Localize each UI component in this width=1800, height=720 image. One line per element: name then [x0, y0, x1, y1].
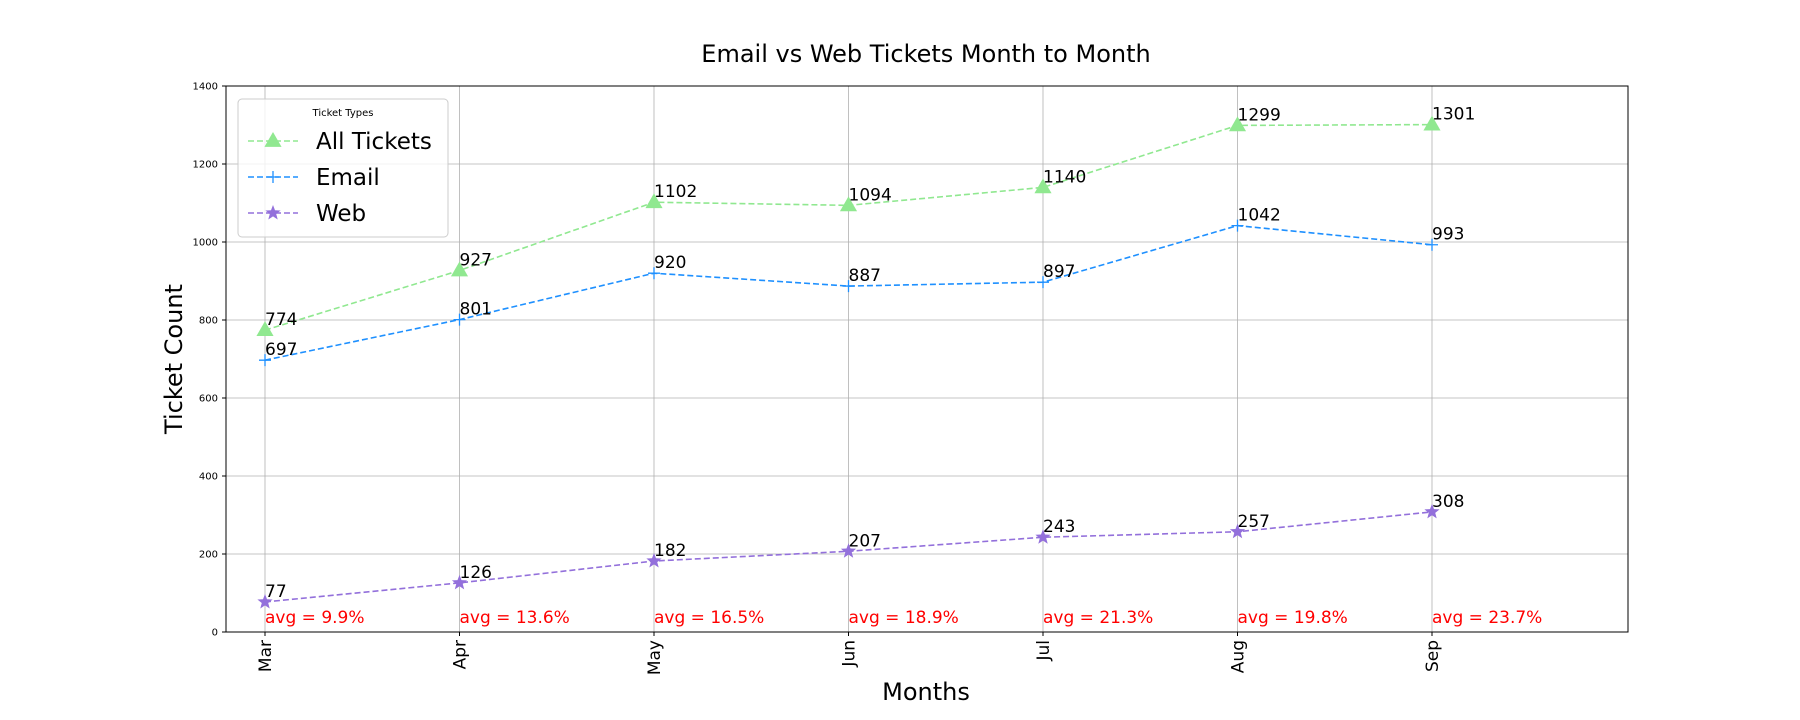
- x-tick-label: Jul: [1034, 640, 1054, 662]
- y-tick-label: 0: [212, 628, 218, 639]
- data-point-email: [1037, 276, 1049, 289]
- data-point-all-tickets: [1423, 115, 1441, 131]
- x-tick-label: Apr: [451, 640, 471, 669]
- data-label-email: 920: [654, 253, 686, 273]
- series-web: [257, 503, 1440, 609]
- data-label-email: 887: [849, 266, 881, 286]
- data-point-email: [453, 313, 466, 326]
- legend-marker: [265, 205, 281, 220]
- data-point-all-tickets: [1228, 116, 1247, 132]
- data-label-all-tickets: 1299: [1238, 105, 1281, 125]
- legend-item-web: Web: [248, 201, 366, 227]
- y-tick-label: 1200: [193, 160, 218, 171]
- data-label-email: 897: [1043, 262, 1075, 282]
- y-tick-label: 400: [199, 472, 218, 483]
- x-tick-label: Aug: [1229, 640, 1249, 673]
- legend-item-email: Email: [248, 165, 380, 191]
- legend-box: [237, 98, 449, 238]
- legend-title: Ticket Types: [312, 108, 374, 119]
- x-axis-ticks: Mar Apr May Jun Jul Aug Sep: [256, 632, 1443, 675]
- series-layer: [256, 115, 1441, 609]
- data-label-email: 801: [460, 300, 492, 320]
- legend-label: All Tickets: [316, 129, 432, 155]
- data-label-all-tickets: 927: [460, 250, 492, 270]
- data-point-all-tickets: [1034, 178, 1052, 194]
- y-tick-label: 1400: [193, 82, 218, 93]
- data-label-web: 207: [849, 531, 881, 551]
- grid-lines: [226, 86, 1628, 632]
- data-label-web: 182: [654, 541, 686, 561]
- series-all-tickets: [256, 115, 1441, 336]
- data-point-web: [1229, 523, 1246, 539]
- legend-label: Web: [316, 201, 366, 227]
- data-point-email: [842, 280, 855, 293]
- data-label-email: 993: [1432, 225, 1464, 245]
- avg-annotation: avg = 9.9%: [265, 608, 365, 628]
- data-label-web: 308: [1432, 492, 1464, 512]
- data-point-web: [1035, 529, 1051, 544]
- x-tick-label: Mar: [256, 640, 276, 672]
- legend-label: Email: [316, 165, 380, 191]
- avg-annotation: avg = 16.5%: [654, 608, 764, 628]
- data-point-all-tickets: [450, 261, 469, 277]
- data-labels: 774 927 1102 1094 1140 1299 1301 697 801 920 887 89…: [265, 105, 1475, 602]
- data-point-all-tickets: [256, 321, 274, 336]
- data-label-all-tickets: 1102: [654, 182, 697, 202]
- data-label-web: 257: [1238, 512, 1270, 532]
- data-label-web: 126: [460, 563, 492, 583]
- legend: Ticket Types All Tickets Email Web: [237, 98, 449, 238]
- average-annotations: avg = 9.9% avg = 13.6% avg = 16.5% avg = 18…: [265, 608, 1542, 628]
- data-label-email: 1042: [1238, 206, 1281, 226]
- data-label-all-tickets: 1301: [1432, 105, 1475, 125]
- legend-marker: [267, 171, 279, 183]
- y-tick-label: 200: [199, 550, 218, 561]
- avg-annotation: avg = 13.6%: [460, 608, 570, 628]
- series-email: [259, 219, 1438, 367]
- data-point-web: [646, 553, 662, 568]
- x-tick-label: Sep: [1423, 640, 1443, 672]
- data-point-web: [1424, 503, 1440, 519]
- legend-marker: [264, 132, 282, 147]
- data-label-all-tickets: 774: [265, 310, 297, 330]
- data-label-all-tickets: 1094: [849, 185, 892, 205]
- avg-annotation: avg = 21.3%: [1043, 608, 1153, 628]
- avg-annotation: avg = 18.9%: [849, 608, 959, 628]
- x-tick-label: May: [645, 640, 665, 675]
- legend-item-all-tickets: All Tickets: [248, 129, 432, 155]
- y-axis-ticks: 0 200 400 600 800 1000 1200 1400: [193, 82, 226, 639]
- data-point-all-tickets: [645, 193, 663, 209]
- data-point-all-tickets: [839, 196, 858, 212]
- data-label-web: 243: [1043, 517, 1075, 537]
- y-tick-label: 800: [199, 316, 218, 327]
- y-axis-label: Ticket Count: [160, 284, 188, 435]
- data-point-email: [648, 267, 660, 280]
- plot-area: [225, 85, 1629, 633]
- avg-annotation: avg = 23.7%: [1432, 608, 1542, 628]
- data-label-all-tickets: 1140: [1043, 167, 1086, 187]
- data-point-web: [451, 574, 468, 590]
- x-axis-label: Months: [882, 678, 970, 706]
- data-label-web: 77: [265, 582, 287, 602]
- data-label-email: 697: [265, 340, 297, 360]
- avg-annotation: avg = 19.8%: [1238, 608, 1348, 628]
- data-point-web: [840, 543, 857, 558]
- chart-title: Email vs Web Tickets Month to Month: [701, 40, 1150, 68]
- data-point-web: [257, 593, 273, 609]
- y-tick-label: 1000: [193, 238, 218, 249]
- y-tick-label: 600: [199, 394, 218, 405]
- data-point-email: [1231, 219, 1244, 232]
- data-point-email: [259, 354, 271, 367]
- x-tick-label: Jun: [840, 640, 860, 668]
- data-point-email: [1426, 238, 1438, 251]
